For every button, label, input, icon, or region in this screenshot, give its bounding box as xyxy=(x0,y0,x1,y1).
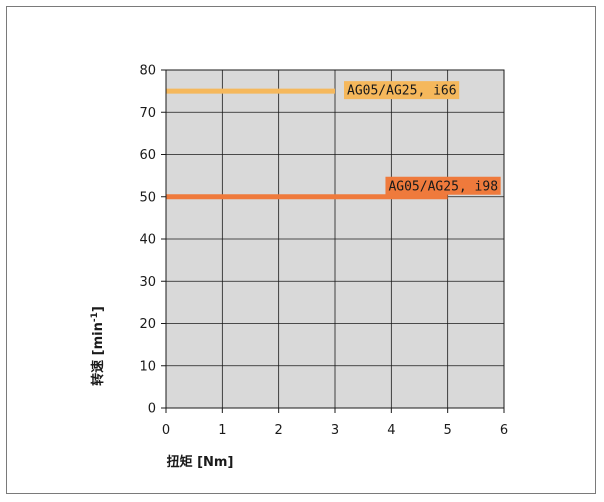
x-tick-label: 6 xyxy=(500,423,508,438)
y-axis-label: 转速 [min-1] xyxy=(90,306,106,386)
x-tick-label: 0 xyxy=(162,423,170,438)
x-tick-label: 4 xyxy=(387,423,395,438)
y-tick-label: 10 xyxy=(139,359,156,374)
y-axis-label-main: 转速 [min xyxy=(90,322,106,386)
x-tick-label: 1 xyxy=(218,423,226,438)
y-tick-label: 70 xyxy=(139,106,156,121)
axis-ticks: 0 10 20 30 40 50 60 70 80 0 1 2 3 4 5 6 xyxy=(139,64,508,439)
y-axis-label-sup: -1 xyxy=(90,312,100,322)
y-tick-label: 20 xyxy=(139,317,156,332)
series-group: AG05/AG25, i66 AG05/AG25, i98 xyxy=(166,81,501,200)
plot-border xyxy=(165,69,505,409)
y-tick-label: 0 xyxy=(148,402,156,417)
series-label: AG05/AG25, i98 xyxy=(388,179,498,194)
series-label: AG05/AG25, i66 xyxy=(347,84,457,99)
x-tick-label: 3 xyxy=(331,423,339,438)
y-axis-label-end: ] xyxy=(91,306,106,312)
y-tick-label: 80 xyxy=(139,64,156,79)
y-tick-label: 50 xyxy=(139,190,156,205)
x-tick-label: 2 xyxy=(275,423,283,438)
y-tick-label: 60 xyxy=(139,148,156,163)
y-tick-label: 40 xyxy=(139,233,156,248)
series-label-box xyxy=(344,81,460,100)
x-axis-label: 扭矩 [Nm] xyxy=(167,454,234,470)
series-label-box xyxy=(385,176,501,195)
y-tick-label: 30 xyxy=(139,275,156,290)
x-tick-label: 5 xyxy=(444,423,452,438)
